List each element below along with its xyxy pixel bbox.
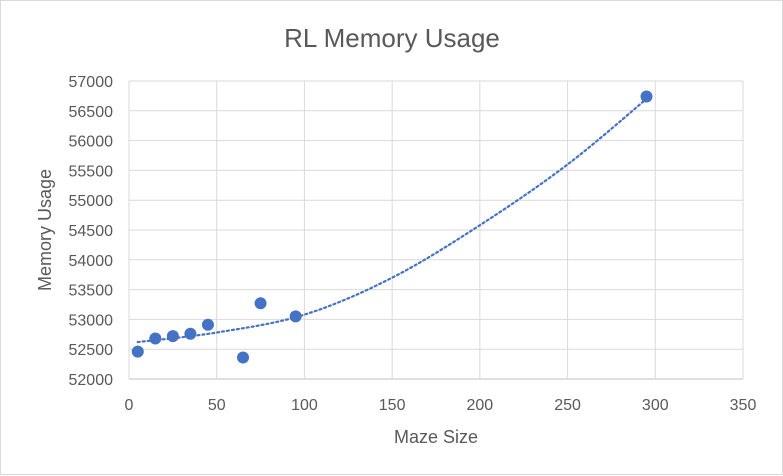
y-tick-label: 52500 [69, 342, 114, 359]
x-axis-label: Maze Size [394, 427, 478, 447]
x-tick-label: 0 [125, 397, 134, 414]
chart-title: RL Memory Usage [284, 23, 500, 53]
data-point [131, 345, 144, 358]
x-tick-label: 200 [467, 397, 494, 414]
x-tick-label: 50 [208, 397, 226, 414]
data-point [640, 90, 653, 103]
trendline [136, 97, 648, 344]
data-point [254, 297, 267, 310]
x-tick-label: 150 [379, 397, 406, 414]
y-tick-label: 55000 [69, 193, 114, 210]
data-point [201, 318, 214, 331]
y-tick-label: 56500 [69, 104, 114, 121]
data-point [237, 351, 250, 364]
x-tick-label: 100 [291, 397, 318, 414]
y-tick-label: 54000 [69, 253, 114, 270]
y-tick-label: 57000 [69, 74, 114, 91]
trendline-layer [136, 97, 648, 344]
gridlines [128, 80, 744, 380]
y-tick-label: 54500 [69, 223, 114, 240]
data-points [131, 90, 653, 364]
x-tick-label: 300 [642, 397, 669, 414]
data-point [166, 330, 179, 343]
y-tick-label: 53000 [69, 312, 114, 329]
y-tick-label: 55500 [69, 163, 114, 180]
y-tick-label: 52000 [69, 372, 114, 389]
y-tick-label: 56000 [69, 134, 114, 151]
data-point [149, 332, 162, 345]
data-point [184, 327, 197, 340]
y-axis-label: Memory Usage [35, 169, 55, 291]
y-tick-label: 53500 [69, 283, 114, 300]
data-point [289, 310, 302, 323]
x-axis-ticks: 0 50 100 150 200 250 300 350 [125, 397, 757, 414]
x-tick-label: 250 [554, 397, 581, 414]
y-axis-ticks: 52000 52500 53000 53500 54000 54500 55000 55500… [69, 74, 114, 389]
x-tick-label: 350 [730, 397, 757, 414]
